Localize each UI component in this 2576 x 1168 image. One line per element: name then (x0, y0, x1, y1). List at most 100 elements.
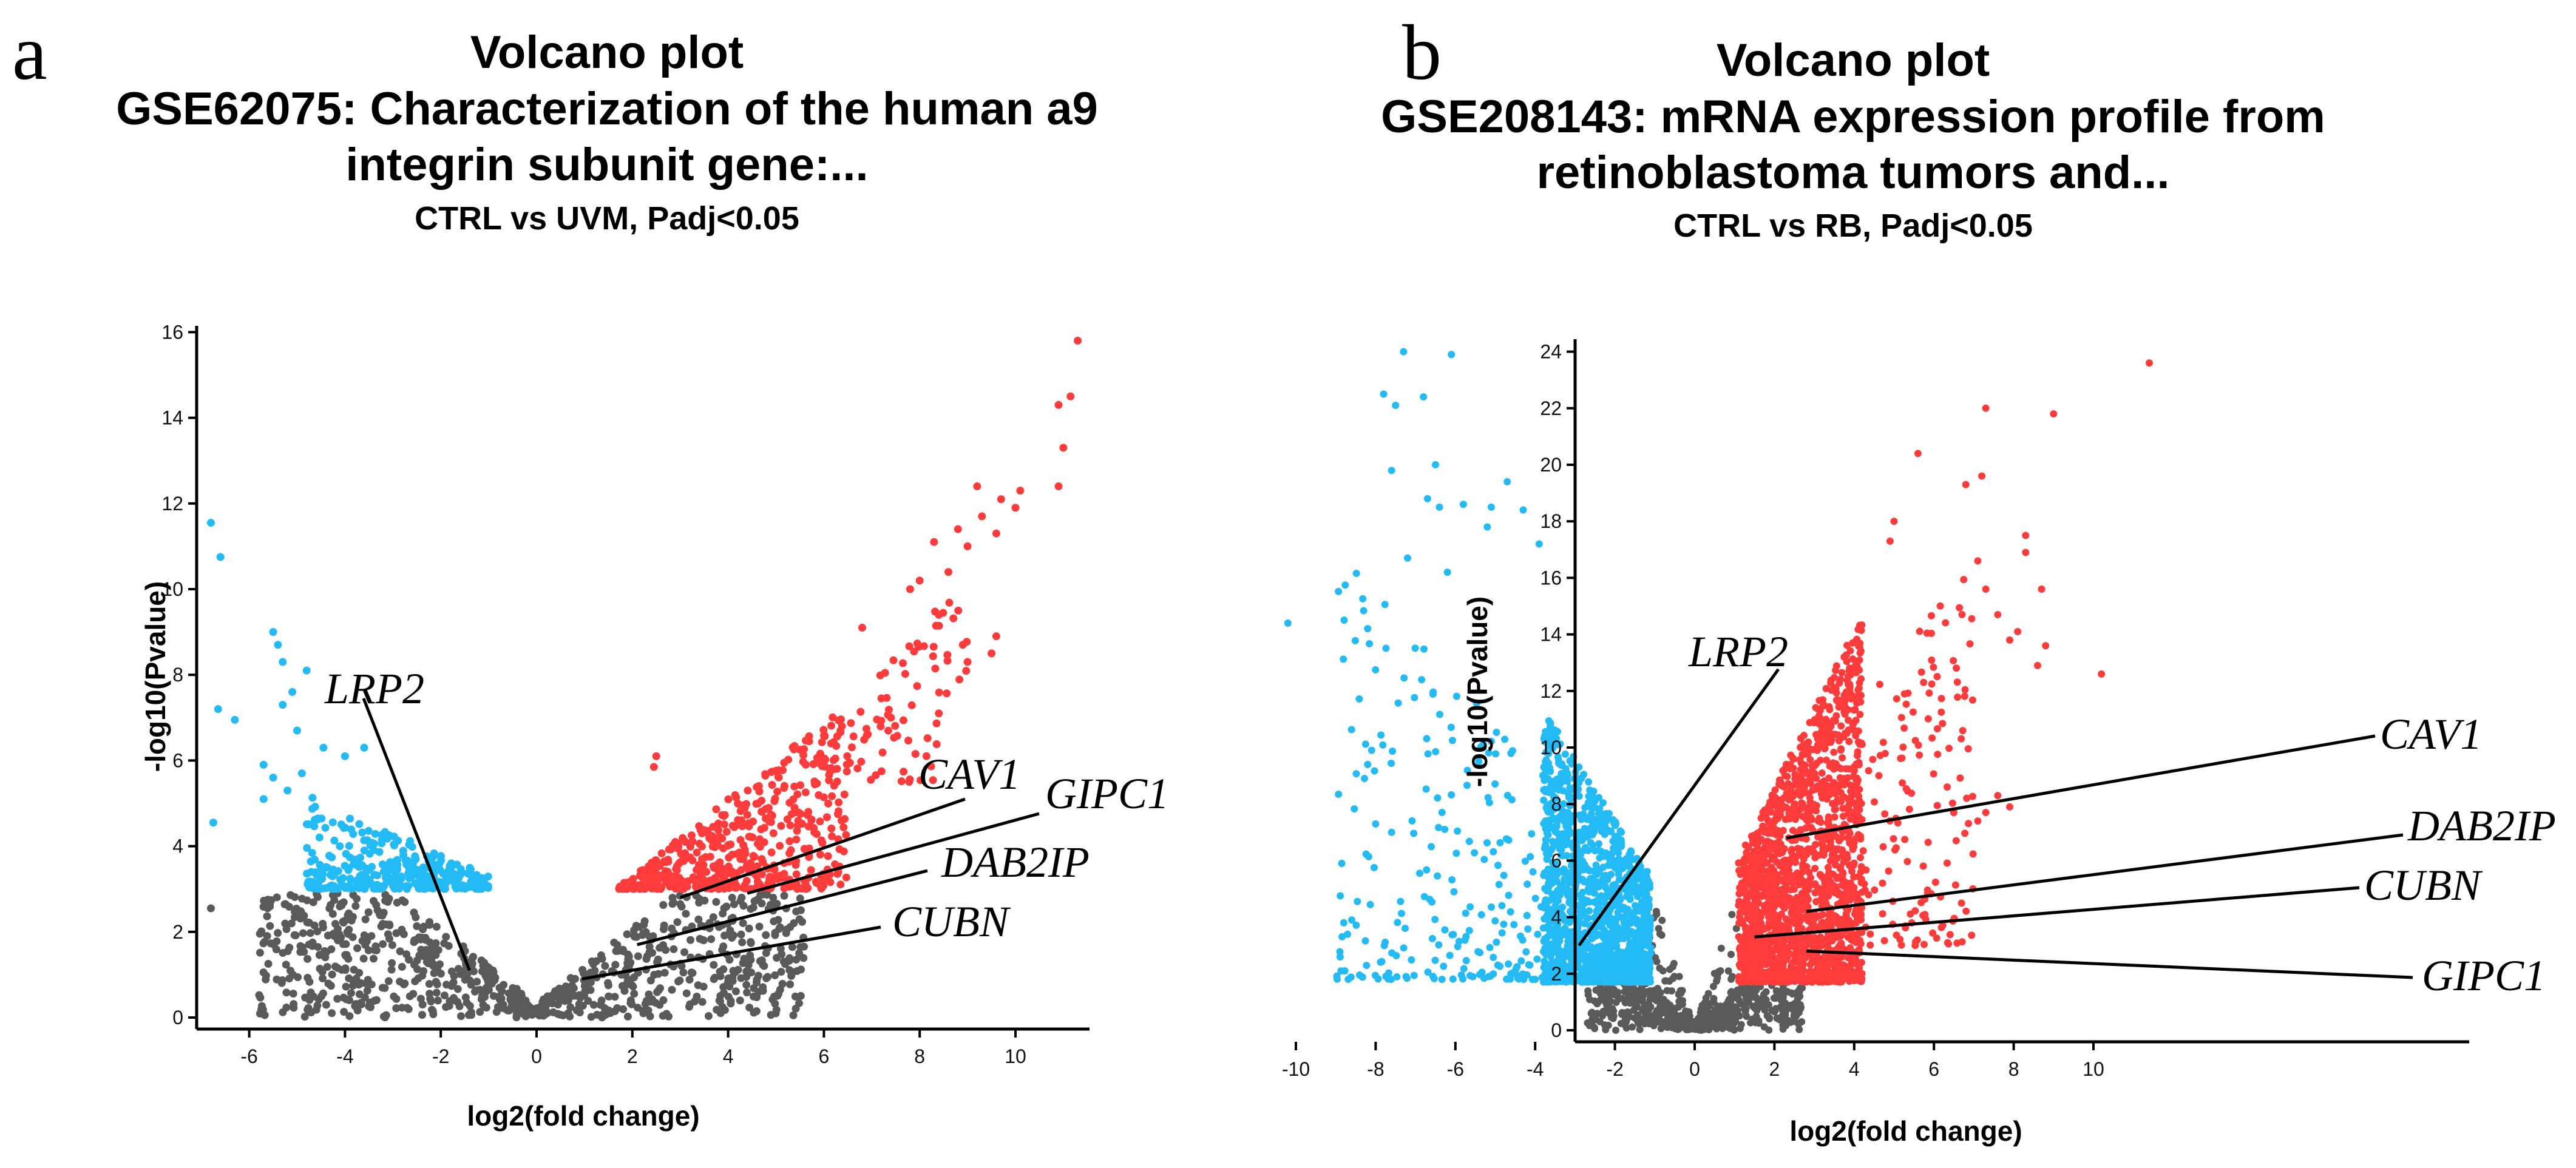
point-down (1559, 959, 1567, 967)
point-ns (669, 945, 678, 953)
point-down (269, 774, 277, 782)
point-ns (473, 977, 481, 986)
point-down (1338, 859, 1346, 867)
point-down (1379, 741, 1387, 749)
point-up (679, 885, 688, 893)
point-ns (1646, 987, 1654, 994)
point-ns (632, 933, 641, 941)
y-tick-label: 0 (172, 1007, 183, 1028)
point-up (793, 882, 801, 890)
point-up (699, 861, 708, 869)
point-ns (466, 1002, 474, 1010)
point-down (1564, 823, 1572, 831)
point-ns (390, 992, 398, 1001)
point-ns (716, 967, 724, 976)
point-down (1554, 753, 1562, 761)
point-ns (578, 1002, 587, 1010)
point-ns (1652, 1014, 1660, 1022)
x-tick-label: -6 (240, 1045, 257, 1067)
point-down (1547, 876, 1555, 884)
point-down (1397, 897, 1405, 905)
point-up (732, 793, 741, 802)
point-ns (720, 904, 728, 913)
point-ns (753, 895, 762, 903)
point-ns (327, 982, 335, 990)
point-up (887, 714, 895, 722)
point-down (1561, 834, 1569, 842)
point-down (1538, 973, 1546, 981)
point-up (911, 750, 920, 758)
point-ns (1795, 1025, 1803, 1033)
point-down (1355, 695, 1363, 703)
point-ns (371, 942, 380, 951)
point-up (646, 868, 654, 877)
point-ns (548, 999, 557, 1008)
point-ns (679, 968, 688, 977)
point-ns (428, 945, 436, 954)
point-up (849, 732, 858, 741)
point-ns (745, 1004, 754, 1012)
point-down (1372, 820, 1380, 828)
point-up (724, 795, 733, 803)
point-down (1628, 928, 1636, 936)
point-ns (1793, 990, 1801, 998)
point-up (747, 863, 756, 872)
point-down (1620, 974, 1628, 982)
point-down (327, 882, 335, 890)
point-down (1525, 960, 1533, 968)
point-up (884, 726, 892, 735)
point-down (344, 866, 353, 874)
point-up (829, 765, 838, 774)
point-down (1567, 794, 1575, 802)
x-tick-label: 4 (723, 1045, 734, 1067)
point-ns (436, 970, 445, 978)
point-down (1567, 909, 1575, 917)
point-ns (1631, 991, 1639, 999)
point-down (324, 863, 332, 872)
point-ns (430, 969, 438, 977)
point-ns (298, 894, 307, 903)
point-up (714, 870, 723, 879)
point-down (1531, 894, 1539, 902)
point-ns (589, 960, 598, 968)
point-ns (309, 992, 317, 1001)
point-ns (1661, 977, 1669, 985)
point-up (780, 869, 788, 878)
point-up (988, 649, 996, 658)
point-up (777, 822, 785, 830)
point-up (760, 823, 768, 832)
point-down (1403, 974, 1411, 982)
point-ns (644, 1006, 652, 1014)
point-down (1411, 694, 1418, 701)
point-ns (364, 976, 372, 984)
point-ns (1764, 1001, 1772, 1009)
point-ns (296, 942, 305, 950)
point-ns (345, 925, 353, 934)
point-ns (272, 945, 280, 954)
point-ns (605, 992, 613, 1001)
point-ns (361, 915, 370, 923)
point-up (809, 760, 818, 768)
point-down (1630, 888, 1638, 896)
point-ns (1670, 960, 1678, 968)
annotation-leader-line (679, 797, 966, 899)
point-ns (598, 1011, 606, 1019)
point-down (1515, 975, 1523, 983)
point-up (899, 659, 907, 667)
point-down (1418, 676, 1426, 684)
point-down (1550, 912, 1558, 920)
point-ns (401, 979, 409, 988)
point-ns (759, 987, 767, 995)
point-ns (568, 989, 576, 998)
point-ns (1727, 1001, 1735, 1009)
point-up (792, 835, 801, 844)
point-down (1462, 957, 1470, 965)
point-ns (432, 922, 441, 931)
point-down (315, 833, 324, 842)
point-ns (333, 994, 342, 1003)
point-ns (442, 933, 450, 941)
point-ns (725, 974, 733, 982)
point-down (1563, 884, 1571, 892)
point-ns (1772, 987, 1780, 995)
point-down (1534, 930, 1542, 938)
